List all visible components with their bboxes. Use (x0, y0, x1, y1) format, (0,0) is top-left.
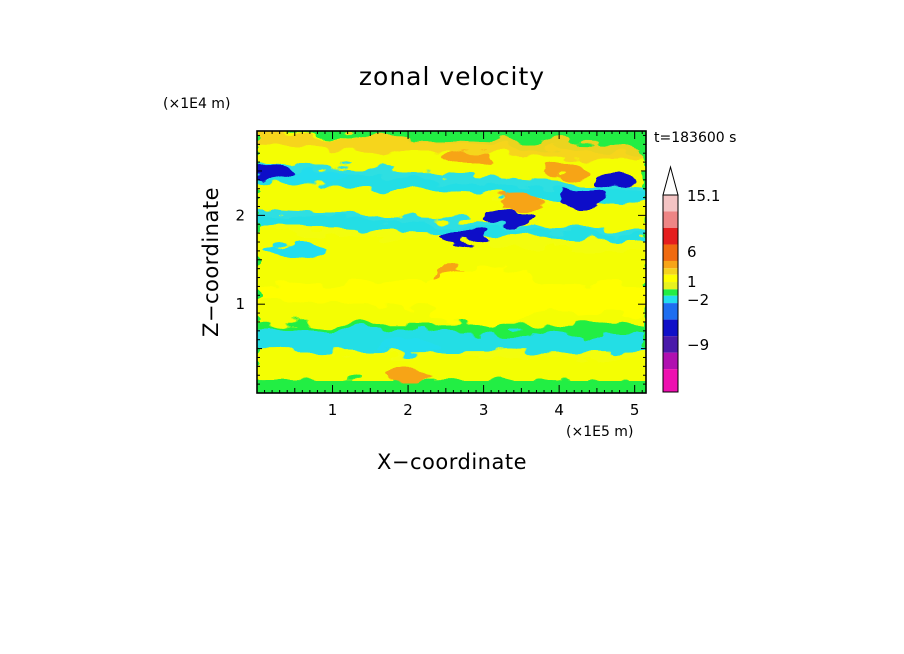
contour-blob (386, 367, 431, 384)
x-tick-label: 1 (328, 401, 338, 419)
colorbar-segment (663, 274, 678, 283)
colorbar-label: 6 (687, 243, 697, 261)
y-tick-label: 1 (235, 295, 245, 313)
colorbar-label: 15.1 (687, 187, 720, 205)
colorbar-segment (663, 303, 678, 320)
contour-blob (559, 189, 604, 206)
colorbar-segment (663, 369, 678, 392)
colorbar-segment (663, 319, 678, 337)
colorbar-segment (663, 336, 678, 353)
colorbar-segment (663, 195, 678, 212)
colorbar-extend-arrow (662, 165, 679, 196)
x-tick-label: 3 (479, 401, 489, 419)
contour-blob (257, 162, 291, 179)
colorbar-label: −9 (687, 336, 709, 354)
colorbar-segment (663, 282, 678, 290)
colorbar-label: 1 (687, 273, 697, 291)
contour-blob (499, 194, 544, 211)
contour-blob (544, 162, 589, 179)
x-tick-label: 2 (403, 401, 413, 419)
contour-band (257, 132, 646, 161)
x-scale-label: (×1E5 m) (566, 424, 633, 440)
plot-frame (256, 130, 647, 394)
contour-band (257, 181, 646, 236)
x-tick-label: 4 (554, 401, 564, 419)
contour-blob (446, 149, 491, 166)
contour-blob (423, 265, 544, 326)
colorbar-label: −2 (687, 291, 709, 309)
contour-band (257, 160, 646, 209)
contour-blob (442, 229, 487, 246)
contour-blob (289, 167, 346, 184)
colorbar-segment (663, 211, 678, 228)
time-label: t=183600 s (654, 130, 736, 146)
contour-blob (380, 336, 437, 353)
colorbar (662, 165, 679, 393)
axis-ticks (257, 131, 646, 393)
contour-band (257, 352, 646, 381)
colorbar-segment (663, 244, 678, 261)
contour-blob (266, 242, 323, 259)
colorbar-segment (663, 295, 678, 304)
y-tick-label: 2 (235, 206, 245, 224)
y-axis-label: Z−coordinate (199, 187, 223, 337)
colorbar-segment (663, 227, 678, 245)
colorbar-frame (662, 194, 679, 393)
colorbar-segment (663, 352, 678, 370)
x-tick-label: 5 (630, 401, 640, 419)
contour-blob (593, 171, 638, 188)
x-axis-label: X−coordinate (377, 450, 527, 474)
chart-title: zonal velocity (359, 62, 545, 91)
colorbar-segment (663, 260, 678, 269)
contour-field (257, 131, 646, 393)
colorbar-segment (663, 268, 678, 275)
contour-blob (484, 209, 529, 226)
y-scale-label: (×1E4 m) (163, 96, 230, 112)
colorbar-segment (663, 289, 678, 296)
